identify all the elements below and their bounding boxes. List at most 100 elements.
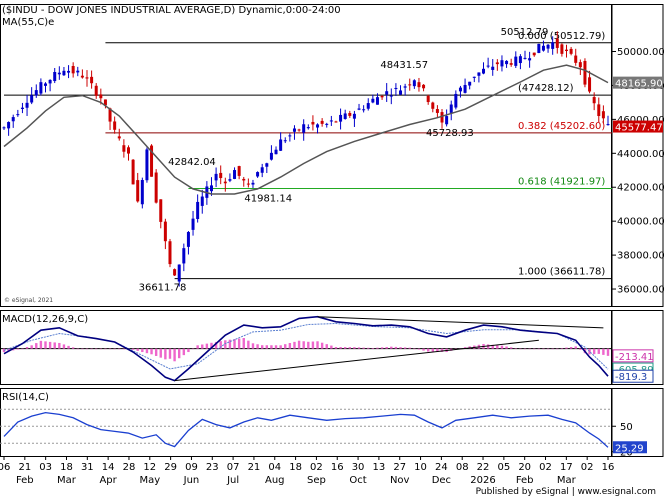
macd-hist-bar — [436, 348, 439, 352]
candle-body — [113, 121, 117, 130]
price-annotation: 45728.93 — [426, 128, 474, 139]
macd-hist-bar — [316, 341, 319, 349]
macd-hist-bar — [131, 348, 135, 350]
rsi-frame-axis — [611, 388, 664, 457]
macd-hist-bar — [334, 347, 338, 349]
macd-hist-bar — [39, 340, 43, 349]
candle-body — [159, 199, 163, 222]
candle-body — [366, 103, 370, 109]
macd-hist-bar — [25, 347, 29, 349]
macd-hist-bar — [118, 348, 121, 350]
macd-hist-bar — [426, 348, 430, 352]
rsi-last-label: 25.29 — [615, 443, 644, 454]
price-y-tick-label: 50000.00 — [617, 47, 664, 58]
candle-body — [325, 123, 329, 125]
candle-body — [537, 43, 541, 53]
candle-body — [214, 173, 218, 181]
macd-hist-bar — [385, 347, 388, 349]
candle-body — [352, 113, 356, 119]
macd-hist-bar — [164, 348, 167, 360]
candle-body — [551, 42, 555, 49]
macd-hist-bar — [191, 348, 195, 350]
macd-hist-bar — [362, 347, 365, 349]
macd-hist-bar — [224, 340, 227, 349]
candle-body — [518, 56, 522, 64]
price-last-badge — [613, 76, 663, 89]
macd-hist-bar — [44, 341, 47, 349]
macd-hist-bar — [606, 348, 610, 356]
candle-body — [532, 52, 536, 56]
macd-hist-bar — [210, 342, 213, 349]
candle-body — [574, 55, 578, 63]
macd-hist-bar — [413, 348, 416, 350]
macd-hist-bar — [150, 348, 153, 355]
candle-body — [136, 180, 140, 202]
macd-hist-bar — [256, 344, 259, 349]
macd-hist-bar — [528, 348, 531, 350]
macd-hist-bar — [320, 342, 324, 349]
rsi-line — [3, 411, 609, 448]
candle-body — [426, 95, 430, 103]
candle-body — [196, 201, 200, 220]
macd-hist-bar — [330, 345, 333, 349]
x-tick-label: 08 — [456, 462, 469, 473]
candle-body — [2, 127, 6, 129]
price-y-tick-label: 46000.00 — [617, 115, 664, 126]
candle-body — [320, 120, 324, 124]
macd-hist-bar — [399, 347, 402, 349]
macd-panel: -213.41-605.89-819.3 — [0, 310, 664, 385]
price-frame — [0, 4, 612, 307]
candle-body — [186, 232, 190, 247]
candle-body — [219, 172, 223, 179]
candle-body — [71, 65, 75, 74]
x-month-label: Aug — [265, 475, 285, 486]
macd-hist-bar — [85, 348, 89, 350]
x-tick-label: 16 — [602, 462, 615, 473]
candle-body — [122, 145, 126, 152]
candle-body — [597, 104, 601, 117]
candle-body — [150, 145, 154, 177]
x-tick-label: 24 — [435, 462, 448, 473]
ma-line — [3, 64, 609, 195]
macd-hist-bar — [422, 348, 425, 351]
candle-body — [182, 248, 186, 264]
macd-hist-bar — [353, 347, 356, 349]
macd-hist-bar — [519, 348, 522, 350]
macd-frame — [0, 310, 612, 385]
macd-hist-bar — [284, 344, 287, 349]
price-annotation: 41981.14 — [244, 194, 292, 205]
x-tick-label: 28 — [123, 462, 136, 473]
candle-body — [269, 152, 273, 160]
candle-body — [482, 68, 486, 74]
candle-body — [302, 124, 306, 133]
macd-hist-bar — [537, 348, 541, 350]
macd-hist-bar — [113, 348, 116, 350]
x-tick-label: 29 — [164, 462, 177, 473]
x-tick-label: 04 — [268, 462, 281, 473]
candle-body — [380, 95, 384, 98]
macd-hist-bar — [302, 341, 305, 349]
candle-body — [583, 60, 587, 85]
rsi-title: RSI(14,C) — [2, 392, 49, 403]
candle-body — [163, 221, 167, 242]
candle-body — [20, 107, 24, 109]
macd-hist-bar — [408, 347, 411, 349]
x-month-label: Jun — [183, 475, 200, 486]
macd-hist-bar — [569, 347, 573, 349]
macd-hist-bar — [380, 347, 384, 349]
macd-hist-bar — [168, 348, 172, 359]
macd-hist-bar — [205, 343, 209, 349]
price-y-tick-label: 42000.00 — [617, 183, 664, 194]
candle-body — [209, 185, 213, 192]
candle-body — [62, 70, 66, 76]
candle-body — [477, 72, 481, 76]
candle-body — [246, 183, 250, 185]
macd-line — [3, 315, 609, 382]
candle-body — [560, 44, 564, 54]
candle-body — [389, 95, 393, 97]
macd-hist-bar — [154, 348, 158, 356]
macd-hist-bar — [560, 348, 564, 349]
macd-hist-bar — [542, 348, 545, 350]
macd-hist-bar — [182, 348, 186, 356]
